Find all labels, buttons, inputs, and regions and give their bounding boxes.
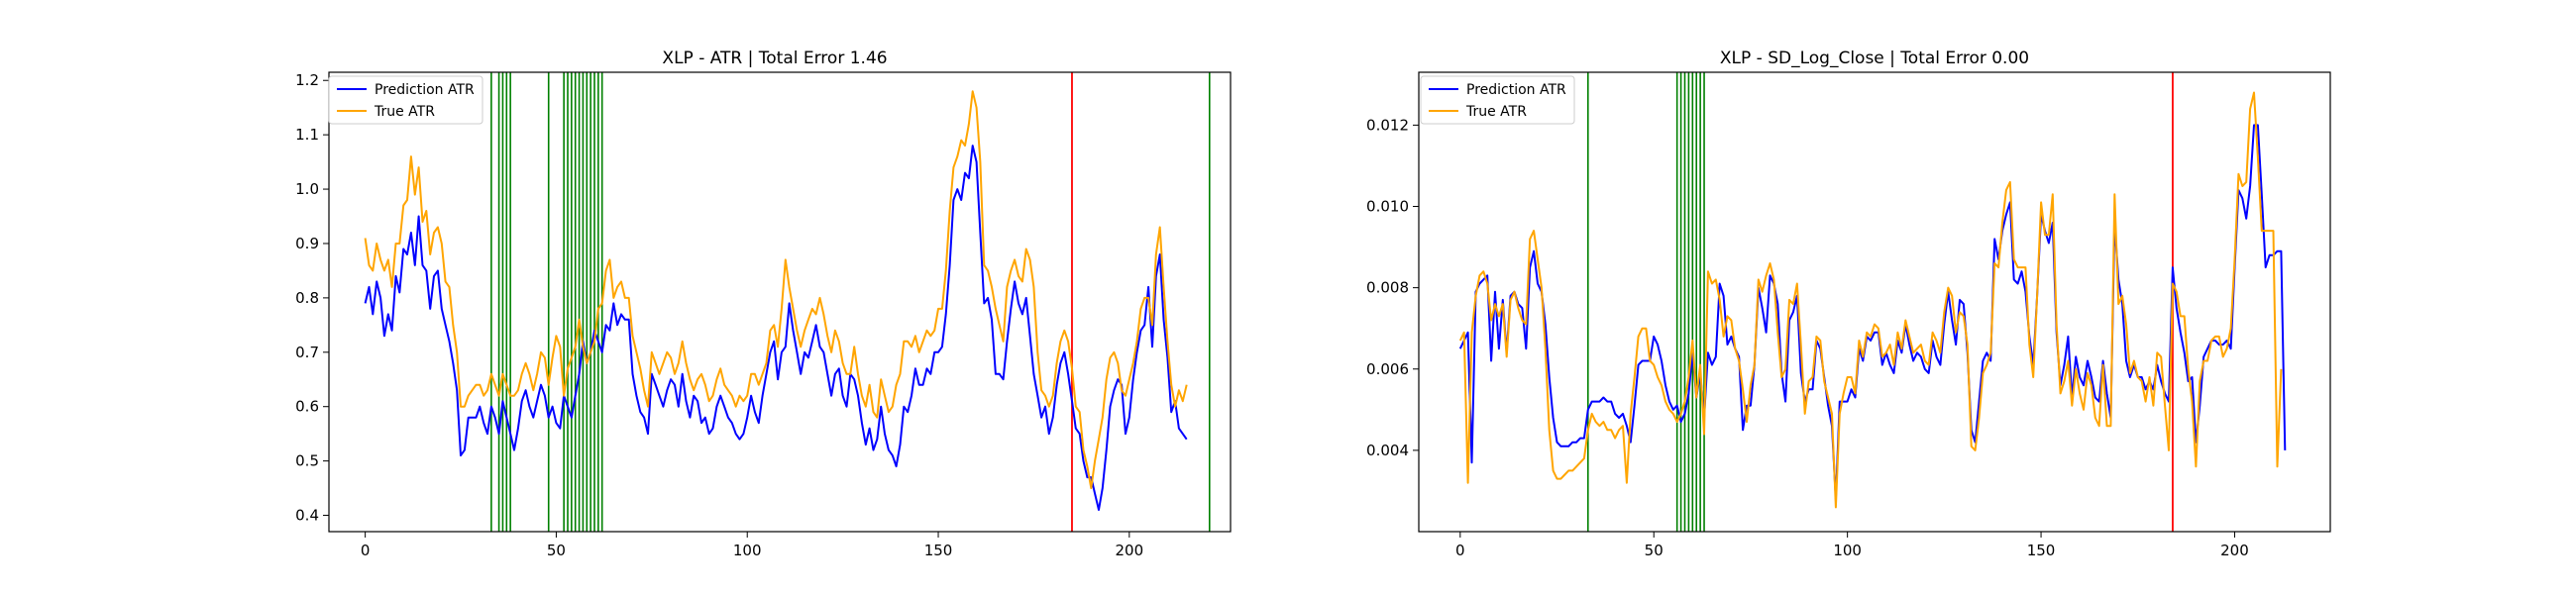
y-tick-label: 0.006: [1366, 360, 1409, 378]
y-tick-label: 1.0: [295, 180, 319, 198]
x-tick-label: 200: [2220, 542, 2249, 559]
legend-label-prediction: Prediction ATR: [1466, 82, 1566, 98]
y-tick-label: 0.9: [295, 235, 319, 252]
plot-frame: [1418, 71, 2331, 533]
x-tick-label: 200: [1115, 542, 1143, 559]
y-tick-label: 0.6: [295, 398, 319, 416]
x-tick-label: 50: [547, 542, 566, 559]
tick-group: 0 50 100 150 200 0.004 0.006 0.008 0.010 0.012: [1366, 116, 2249, 559]
series-group: [364, 90, 1188, 511]
legend: Prediction ATR True ATR: [1420, 75, 1575, 125]
chart-sd-log-close: XLP - SD_Log_Close | Total Error 0.00 0 5…: [1366, 49, 2331, 559]
y-tick-label: 0.004: [1366, 442, 1409, 459]
chart-title: XLP - ATR | Total Error 1.46: [662, 49, 887, 68]
legend-label-true: True ATR: [374, 104, 435, 120]
x-tick-label: 150: [2027, 542, 2056, 559]
x-tick-label: 100: [733, 542, 762, 559]
true-line: [364, 90, 1188, 490]
event-lines: [1586, 72, 2174, 532]
x-tick-label: 100: [1833, 542, 1862, 559]
x-tick-label: 50: [1645, 542, 1664, 559]
y-tick-label: 1.1: [295, 126, 319, 144]
prediction-line: [364, 145, 1188, 511]
series-group: [1458, 91, 2287, 509]
legend: Prediction ATR True ATR: [328, 75, 483, 125]
plot-frame: [328, 71, 1232, 533]
legend-box: [328, 75, 483, 125]
y-tick-label: 0.012: [1366, 116, 1409, 134]
tick-group: 0 50 100 150 200 0.4 0.5 0.6 0.7 0.8 0.9 1.0 1.1 1.2: [295, 71, 1143, 559]
y-tick-label: 0.5: [295, 452, 319, 470]
y-tick-label: 0.010: [1366, 198, 1409, 216]
x-tick-label: 150: [924, 542, 953, 559]
legend-box: [1420, 75, 1575, 125]
event-lines: [490, 72, 1211, 532]
x-tick-label: 0: [1455, 542, 1465, 559]
y-tick-label: 1.2: [295, 71, 319, 89]
y-tick-label: 0.008: [1366, 279, 1409, 297]
y-tick-label: 0.7: [295, 344, 319, 361]
y-tick-label: 0.4: [295, 507, 319, 525]
chart-atr: XLP - ATR | Total Error 1.46 0 50 100 150 20…: [295, 49, 1232, 559]
legend-label-true: True ATR: [1465, 104, 1527, 120]
y-tick-label: 0.8: [295, 289, 319, 307]
legend-label-prediction: Prediction ATR: [375, 82, 475, 98]
x-tick-label: 0: [361, 542, 371, 559]
chart-title: XLP - SD_Log_Close | Total Error 0.00: [1720, 49, 2029, 68]
true-line: [1458, 91, 2283, 509]
